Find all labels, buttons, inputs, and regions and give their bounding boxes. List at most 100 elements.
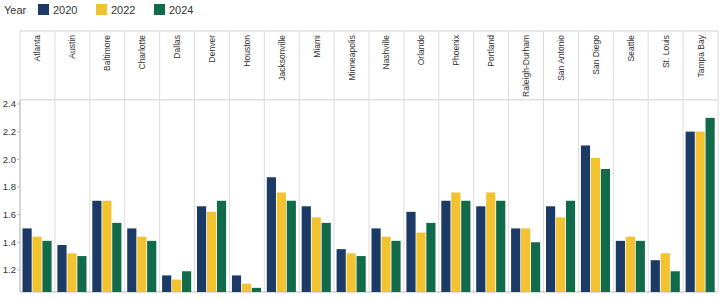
panel-divider	[508, 31, 509, 292]
panel-divider	[89, 31, 90, 292]
panel-divider	[683, 31, 684, 292]
bar	[312, 217, 321, 292]
tick-label: 2.2	[3, 126, 16, 137]
tick-label: 1.6	[3, 209, 16, 220]
tick-label: 1.8	[3, 181, 16, 192]
bar	[32, 237, 41, 292]
category-label: St. Louis	[661, 35, 671, 68]
panel-divider	[299, 31, 300, 292]
bar	[591, 158, 600, 292]
category-label: Charlotte	[137, 35, 147, 70]
bar	[302, 206, 311, 292]
tick-label: 1.4	[3, 237, 16, 248]
panel-divider	[54, 31, 55, 292]
panel-divider	[613, 31, 614, 292]
category-label: Phoenix	[451, 34, 461, 65]
category-label: Seattle	[626, 35, 636, 62]
bar	[486, 192, 495, 292]
bar	[67, 253, 76, 292]
bar	[252, 288, 261, 292]
category-label: San Diego	[591, 35, 601, 75]
category-label: Dallas	[172, 35, 182, 59]
tick-label: 2.0	[3, 154, 16, 165]
bar	[391, 241, 400, 292]
bar	[686, 132, 695, 292]
bar	[381, 237, 390, 292]
bar	[476, 206, 485, 292]
category-label: San Antonio	[556, 35, 566, 81]
category-label: Raleigh-Durham	[521, 35, 531, 97]
panel-divider	[369, 31, 370, 292]
category-label: Nashville	[381, 35, 391, 70]
bar	[242, 284, 251, 292]
bar	[92, 201, 101, 292]
bar	[626, 237, 635, 292]
panel-divider	[159, 31, 160, 292]
panel-divider	[20, 31, 21, 292]
legend-title: Year	[4, 4, 27, 16]
legend-swatch	[96, 4, 107, 15]
bar	[671, 271, 680, 292]
bar	[182, 271, 191, 292]
category-label: Portland	[486, 35, 496, 67]
bar	[566, 201, 575, 292]
panel-divider	[403, 31, 404, 292]
bar	[172, 280, 181, 292]
panel-divider	[543, 31, 544, 292]
legend-label: 2022	[111, 4, 135, 16]
bar	[147, 241, 156, 292]
category-label: Jacksonville	[277, 35, 287, 81]
category-label: Atlanta	[32, 35, 42, 62]
bar	[267, 177, 276, 292]
bar	[217, 201, 226, 292]
bar	[337, 249, 346, 292]
panel-divider	[648, 31, 649, 292]
category-label: Denver	[207, 35, 217, 63]
bar	[426, 223, 435, 292]
category-label: Austin	[67, 35, 77, 59]
bar	[77, 256, 86, 292]
bar	[232, 275, 241, 292]
x-axis-line	[20, 292, 718, 293]
bar	[521, 228, 530, 292]
bar	[372, 228, 381, 292]
category-label: Tampa Bay	[696, 34, 706, 77]
panel-divider	[473, 31, 474, 292]
bar	[601, 169, 610, 292]
legend-label: 2020	[53, 4, 77, 16]
bar	[42, 241, 51, 292]
bar	[696, 132, 705, 292]
legend-label: 2024	[169, 4, 193, 16]
panel-divider	[124, 31, 125, 292]
bar	[441, 201, 450, 292]
bar	[706, 118, 715, 292]
legend-swatch	[38, 4, 49, 15]
bar	[451, 192, 460, 292]
bar	[546, 206, 555, 292]
category-label: Houston	[242, 35, 252, 67]
bar	[322, 223, 331, 292]
bar	[137, 237, 146, 292]
bar	[277, 192, 286, 292]
tick-label: 1.2	[3, 264, 16, 275]
bar	[162, 275, 171, 292]
bar	[511, 228, 520, 292]
bar	[636, 241, 645, 292]
bar	[357, 256, 366, 292]
chart: Year 2020 2022 2024 Atlanta Austin Baltimore Ch…	[0, 0, 720, 299]
bar	[287, 201, 296, 292]
bar	[197, 206, 206, 292]
bars	[23, 118, 715, 292]
bar	[347, 253, 356, 292]
panel-divider	[334, 31, 335, 292]
y-axis-line	[20, 100, 21, 292]
bar	[461, 201, 470, 292]
bar	[496, 201, 505, 292]
panel-divider	[264, 31, 265, 292]
bar	[651, 260, 660, 292]
bar	[57, 245, 66, 292]
tick-label: 2.4	[3, 98, 16, 109]
category-label: Baltimore	[102, 35, 112, 71]
panel-divider	[718, 31, 719, 292]
bar	[127, 228, 136, 292]
